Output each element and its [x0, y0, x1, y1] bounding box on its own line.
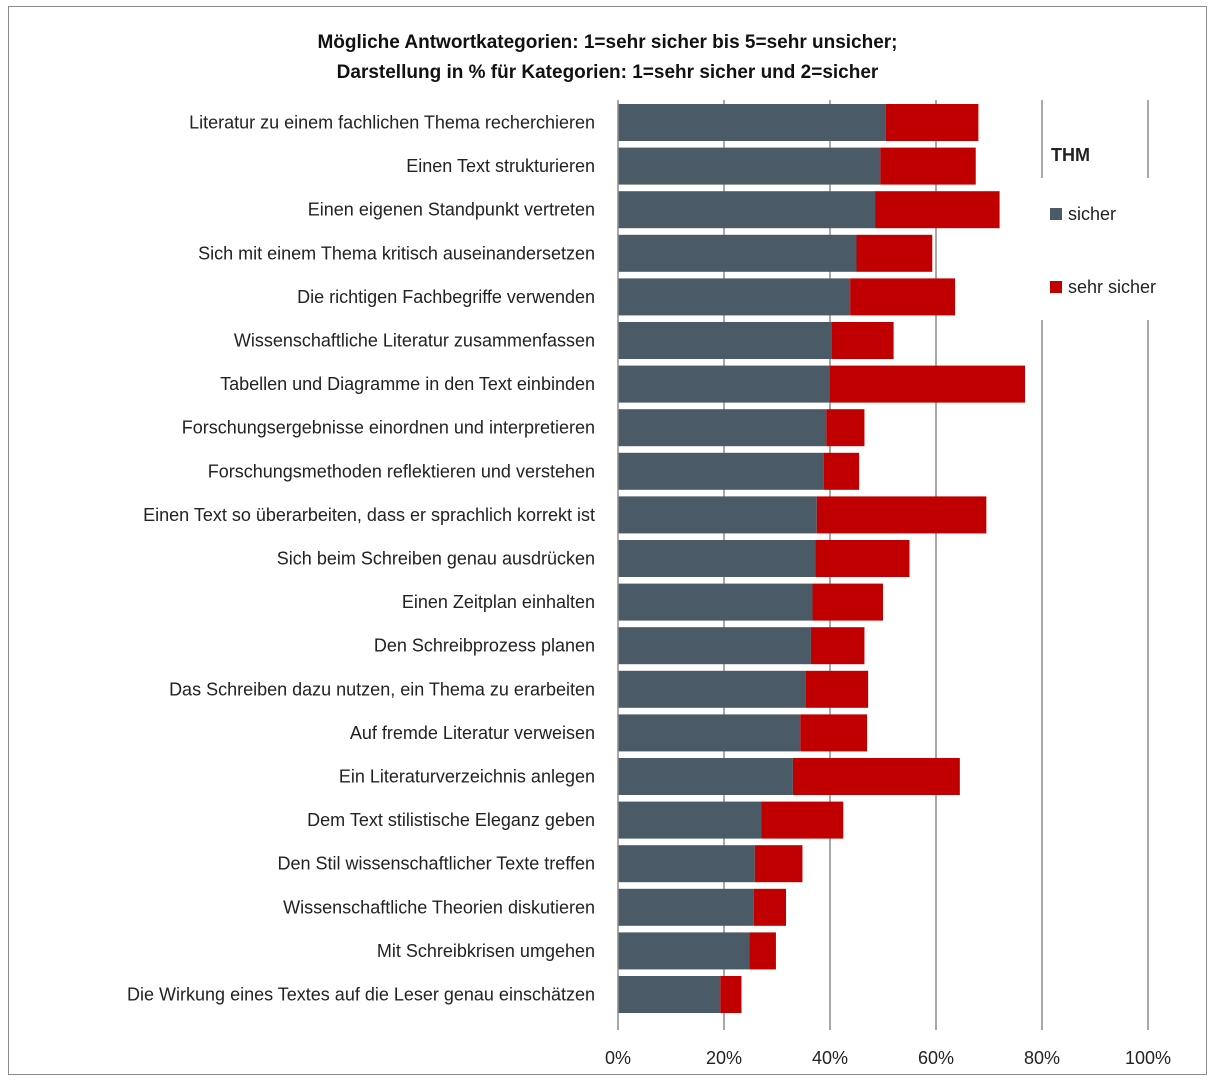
category-label: Wissenschaftliche Theorien diskutieren	[283, 897, 595, 917]
bar-sicher	[618, 322, 832, 359]
bar-sehr-sicher	[800, 714, 868, 752]
category-label: Den Stil wissenschaftlicher Texte treffe…	[278, 854, 596, 874]
bar-sehr-sicher	[823, 452, 860, 490]
category-label: Den Schreibprozess planen	[374, 636, 595, 656]
chart-frame	[8, 6, 1207, 1075]
legend-swatch-sehr-sicher	[1050, 281, 1062, 293]
bar-sicher	[618, 365, 830, 403]
x-tick-label: 80%	[1024, 1048, 1060, 1068]
bar-sicher	[618, 670, 806, 708]
bar-sehr-sicher	[826, 409, 865, 447]
bar-sicher	[618, 845, 755, 883]
bar-sehr-sicher	[885, 104, 979, 141]
category-label: Die richtigen Fachbegriffe verwenden	[297, 287, 595, 307]
bar-sicher	[618, 714, 801, 752]
bar-sicher	[618, 147, 881, 185]
category-label: Dem Text stilistische Eleganz geben	[307, 810, 595, 830]
bar-sehr-sicher	[816, 496, 987, 534]
bar-sehr-sicher	[754, 845, 803, 883]
legend-label-sehr-sicher: sehr sicher	[1068, 276, 1157, 297]
chart-title-line-2: Darstellung in % für Kategorien: 1=sehr …	[336, 62, 879, 83]
bar-sicher	[618, 234, 857, 272]
bar-sicher	[618, 104, 886, 141]
bar-sicher	[618, 932, 750, 970]
category-label: Auf fremde Literatur verweisen	[350, 723, 595, 743]
bar-sehr-sicher	[749, 932, 776, 970]
bar-sehr-sicher	[792, 758, 960, 795]
bar-sehr-sicher	[880, 147, 976, 185]
category-label: Forschungsergebnisse einordnen und inter…	[182, 418, 595, 438]
bar-sehr-sicher	[850, 278, 956, 316]
bar-sehr-sicher	[875, 191, 1000, 229]
bar-sehr-sicher	[830, 365, 1026, 403]
x-tick-label: 20%	[706, 1048, 742, 1068]
category-label: Literatur zu einem fachlichen Thema rech…	[189, 113, 595, 133]
bar-sehr-sicher	[812, 583, 883, 621]
bar-sicher	[618, 191, 876, 229]
bar-sicher	[618, 452, 824, 490]
bar-sicher	[618, 801, 762, 839]
category-label: Wissenschaftliche Literatur zusammenfass…	[234, 331, 595, 351]
bar-sehr-sicher	[815, 540, 910, 577]
bar-sicher	[618, 888, 754, 926]
category-label: Die Wirkung eines Textes auf die Leser g…	[127, 985, 595, 1005]
category-label: Mit Schreibkrisen umgehen	[377, 941, 595, 961]
category-label: Einen Zeitplan einhalten	[402, 592, 595, 612]
bar-sehr-sicher	[805, 670, 869, 708]
bar-sicher	[618, 627, 811, 665]
bar-sehr-sicher	[856, 234, 933, 272]
bar-sicher	[618, 758, 793, 795]
category-label: Forschungsmethoden reflektieren und vers…	[208, 461, 595, 481]
legend-label-sicher: sicher	[1068, 203, 1117, 224]
legend-item-sicher: sicher	[1050, 202, 1116, 226]
x-tick-label: 40%	[812, 1048, 848, 1068]
category-label: Das Schreiben dazu nutzen, ein Thema zu …	[169, 679, 595, 699]
category-label: Einen Text strukturieren	[406, 156, 595, 176]
category-label: Einen eigenen Standpunkt vertreten	[308, 200, 595, 220]
legend-item-sehr-sicher: sehr sicher	[1050, 275, 1156, 299]
chart-title-line-1: Mögliche Antwortkategorien: 1=sehr siche…	[317, 32, 898, 53]
bar-sehr-sicher	[810, 627, 865, 665]
bar-sicher	[618, 409, 827, 447]
bar-sicher	[618, 540, 816, 577]
bar-sehr-sicher	[753, 888, 787, 926]
bar-sicher	[618, 583, 813, 621]
bar-sicher	[618, 496, 817, 534]
category-label: Ein Literaturverzeichnis anlegen	[339, 767, 595, 787]
bar-sicher	[618, 976, 721, 1013]
bar-sehr-sicher	[831, 322, 894, 359]
bar-sehr-sicher	[761, 801, 844, 839]
x-tick-label: 60%	[918, 1048, 954, 1068]
category-label: Einen Text so überarbeiten, dass er spra…	[143, 505, 595, 525]
x-tick-label: 100%	[1125, 1048, 1171, 1068]
category-label: Tabellen und Diagramme in den Text einbi…	[220, 374, 595, 394]
legend-swatch-sicher	[1050, 208, 1062, 220]
legend-title: THM	[1051, 145, 1090, 165]
category-label: Sich mit einem Thema kritisch auseinande…	[198, 243, 595, 263]
bar-sehr-sicher	[720, 976, 742, 1013]
bar-sicher	[618, 278, 851, 316]
category-label: Sich beim Schreiben genau ausdrücken	[277, 549, 595, 569]
x-tick-label: 0%	[605, 1048, 631, 1068]
